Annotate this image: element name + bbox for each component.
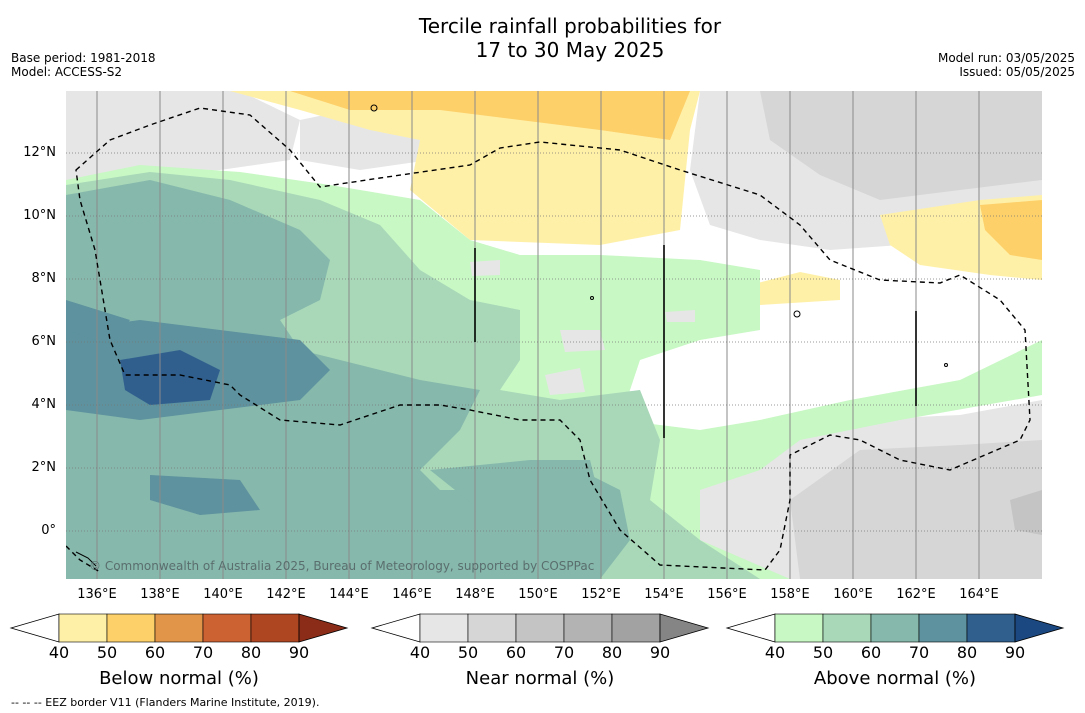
eez-solid-lines [474, 245, 917, 438]
colorbar-tick-label: 90 [1004, 643, 1026, 662]
colorbar-low-extend [370, 613, 421, 643]
colorbar-tick-label: 80 [601, 643, 623, 662]
above-normal-region-60b [430, 460, 600, 520]
colorbar-segment [611, 613, 661, 643]
eez-borders [66, 107, 1031, 573]
colorbar-segment [250, 613, 300, 643]
longitude-label: 164°E [959, 587, 999, 602]
base-period-info: Base period: 1981-2018 Model: ACCESS-S2 [11, 51, 156, 79]
colorbar-tick-label: 40 [764, 643, 786, 662]
colorbar-tick-label: 40 [409, 643, 431, 662]
latitude-label: 12°N [23, 145, 56, 160]
colorbar-tick-label: 90 [649, 643, 671, 662]
model-run-info: Model run: 03/05/2025 Issued: 05/05/2025 [938, 51, 1075, 79]
longitude-label: 156°E [707, 587, 747, 602]
colorbar-segment [966, 613, 1016, 643]
longitude-label: 154°E [644, 587, 684, 602]
longitude-label: 138°E [140, 587, 180, 602]
colorbar-segment [202, 613, 252, 643]
map-gridlines [96, 91, 980, 579]
eez-footnote: -- -- -- EEZ border V11 (Flanders Marine… [11, 696, 320, 709]
below-normal-region-mid [750, 272, 840, 305]
near-normal-patch-4 [470, 260, 500, 276]
map-title: Tercile rainfall probabilities for 17 to… [0, 14, 1085, 62]
colorbar-tick-label: 80 [240, 643, 262, 662]
colorbar-tick-label: 60 [144, 643, 166, 662]
longitude-label: 148°E [455, 587, 495, 602]
model-name: Model: ACCESS-S2 [11, 65, 123, 79]
colorbar-title: Near normal (%) [465, 668, 615, 689]
longitude-label: 158°E [770, 587, 810, 602]
near-normal-patch-2 [545, 368, 585, 395]
title-line-2: 17 to 30 May 2025 [475, 38, 665, 62]
colorbar-tick-label: 80 [956, 643, 978, 662]
base-period: Base period: 1981-2018 [11, 51, 156, 65]
colorbar-tick-label: 90 [288, 643, 310, 662]
colorbar-high-extend [659, 613, 710, 643]
colorbar-tick-label: 60 [860, 643, 882, 662]
colorbar-high-extend [1014, 613, 1065, 643]
above-normal-region-70c [66, 300, 130, 345]
colorbar-segment [106, 613, 156, 643]
latitude-label: 0° [41, 523, 56, 538]
colorbar-tick-label: 70 [553, 643, 575, 662]
colorbar-tick-label: 70 [192, 643, 214, 662]
near-normal-patch-1 [560, 330, 605, 352]
colorbar-low-extend [725, 613, 776, 643]
colorbar-tick-label: 50 [96, 643, 118, 662]
above-normal-region-70b [150, 475, 260, 515]
longitude-label: 152°E [581, 587, 621, 602]
map-field [66, 91, 1042, 579]
colorbar-tick-label: 50 [457, 643, 479, 662]
below-normal-region-n [230, 91, 700, 245]
longitude-label: 140°E [203, 587, 243, 602]
longitude-label: 146°E [392, 587, 432, 602]
longitude-label: 142°E [266, 587, 306, 602]
colorbar-high-extend [298, 613, 349, 643]
longitude-label: 160°E [833, 587, 873, 602]
colorbar-segment [870, 613, 920, 643]
colorbar-tick-label: 40 [48, 643, 70, 662]
issued-date: Issued: 05/05/2025 [959, 65, 1075, 79]
island-marks [75, 104, 948, 567]
longitude-label: 144°E [329, 587, 369, 602]
latitude-label: 10°N [23, 208, 56, 223]
colorbar-above-normal [725, 613, 1065, 643]
longitude-label: 162°E [896, 587, 936, 602]
longitude-label: 150°E [518, 587, 558, 602]
colorbar-tick-label: 60 [505, 643, 527, 662]
title-line-1: Tercile rainfall probabilities for [418, 14, 722, 38]
colorbar-near-normal [370, 613, 710, 643]
latitude-label: 4°N [31, 397, 57, 412]
colorbar-segment [467, 613, 517, 643]
colorbar-segment [419, 613, 469, 643]
below-normal-region-ne-dark [980, 200, 1042, 260]
latitude-label: 8°N [31, 271, 57, 286]
copyright-notice: © Commonwealth of Australia 2025, Bureau… [89, 559, 595, 573]
colorbar-tick-label: 50 [812, 643, 834, 662]
latitude-label: 2°N [31, 460, 57, 475]
colorbar-segment [822, 613, 872, 643]
colorbar-segment [154, 613, 204, 643]
colorbar-segment [774, 613, 824, 643]
longitude-label: 136°E [77, 587, 117, 602]
latitude-label: 6°N [31, 334, 57, 349]
colorbar-segment [515, 613, 565, 643]
colorbar-low-extend [9, 613, 60, 643]
colorbar-title: Above normal (%) [813, 668, 977, 689]
above-normal-region-80 [120, 350, 220, 405]
near-normal-patch-3 [665, 310, 695, 322]
colorbar-title: Below normal (%) [99, 668, 259, 689]
colorbar-segment [563, 613, 613, 643]
colorbar-segment [58, 613, 108, 643]
colorbar-tick-label: 70 [908, 643, 930, 662]
colorbar-below-normal [9, 613, 349, 643]
near-normal-region-se-darker [1010, 490, 1042, 535]
below-normal-region-n-dark [290, 91, 690, 140]
model-run: Model run: 03/05/2025 [937, 51, 1075, 65]
colorbar-segment [918, 613, 968, 643]
near-normal-region-ne-dark [760, 91, 1042, 200]
